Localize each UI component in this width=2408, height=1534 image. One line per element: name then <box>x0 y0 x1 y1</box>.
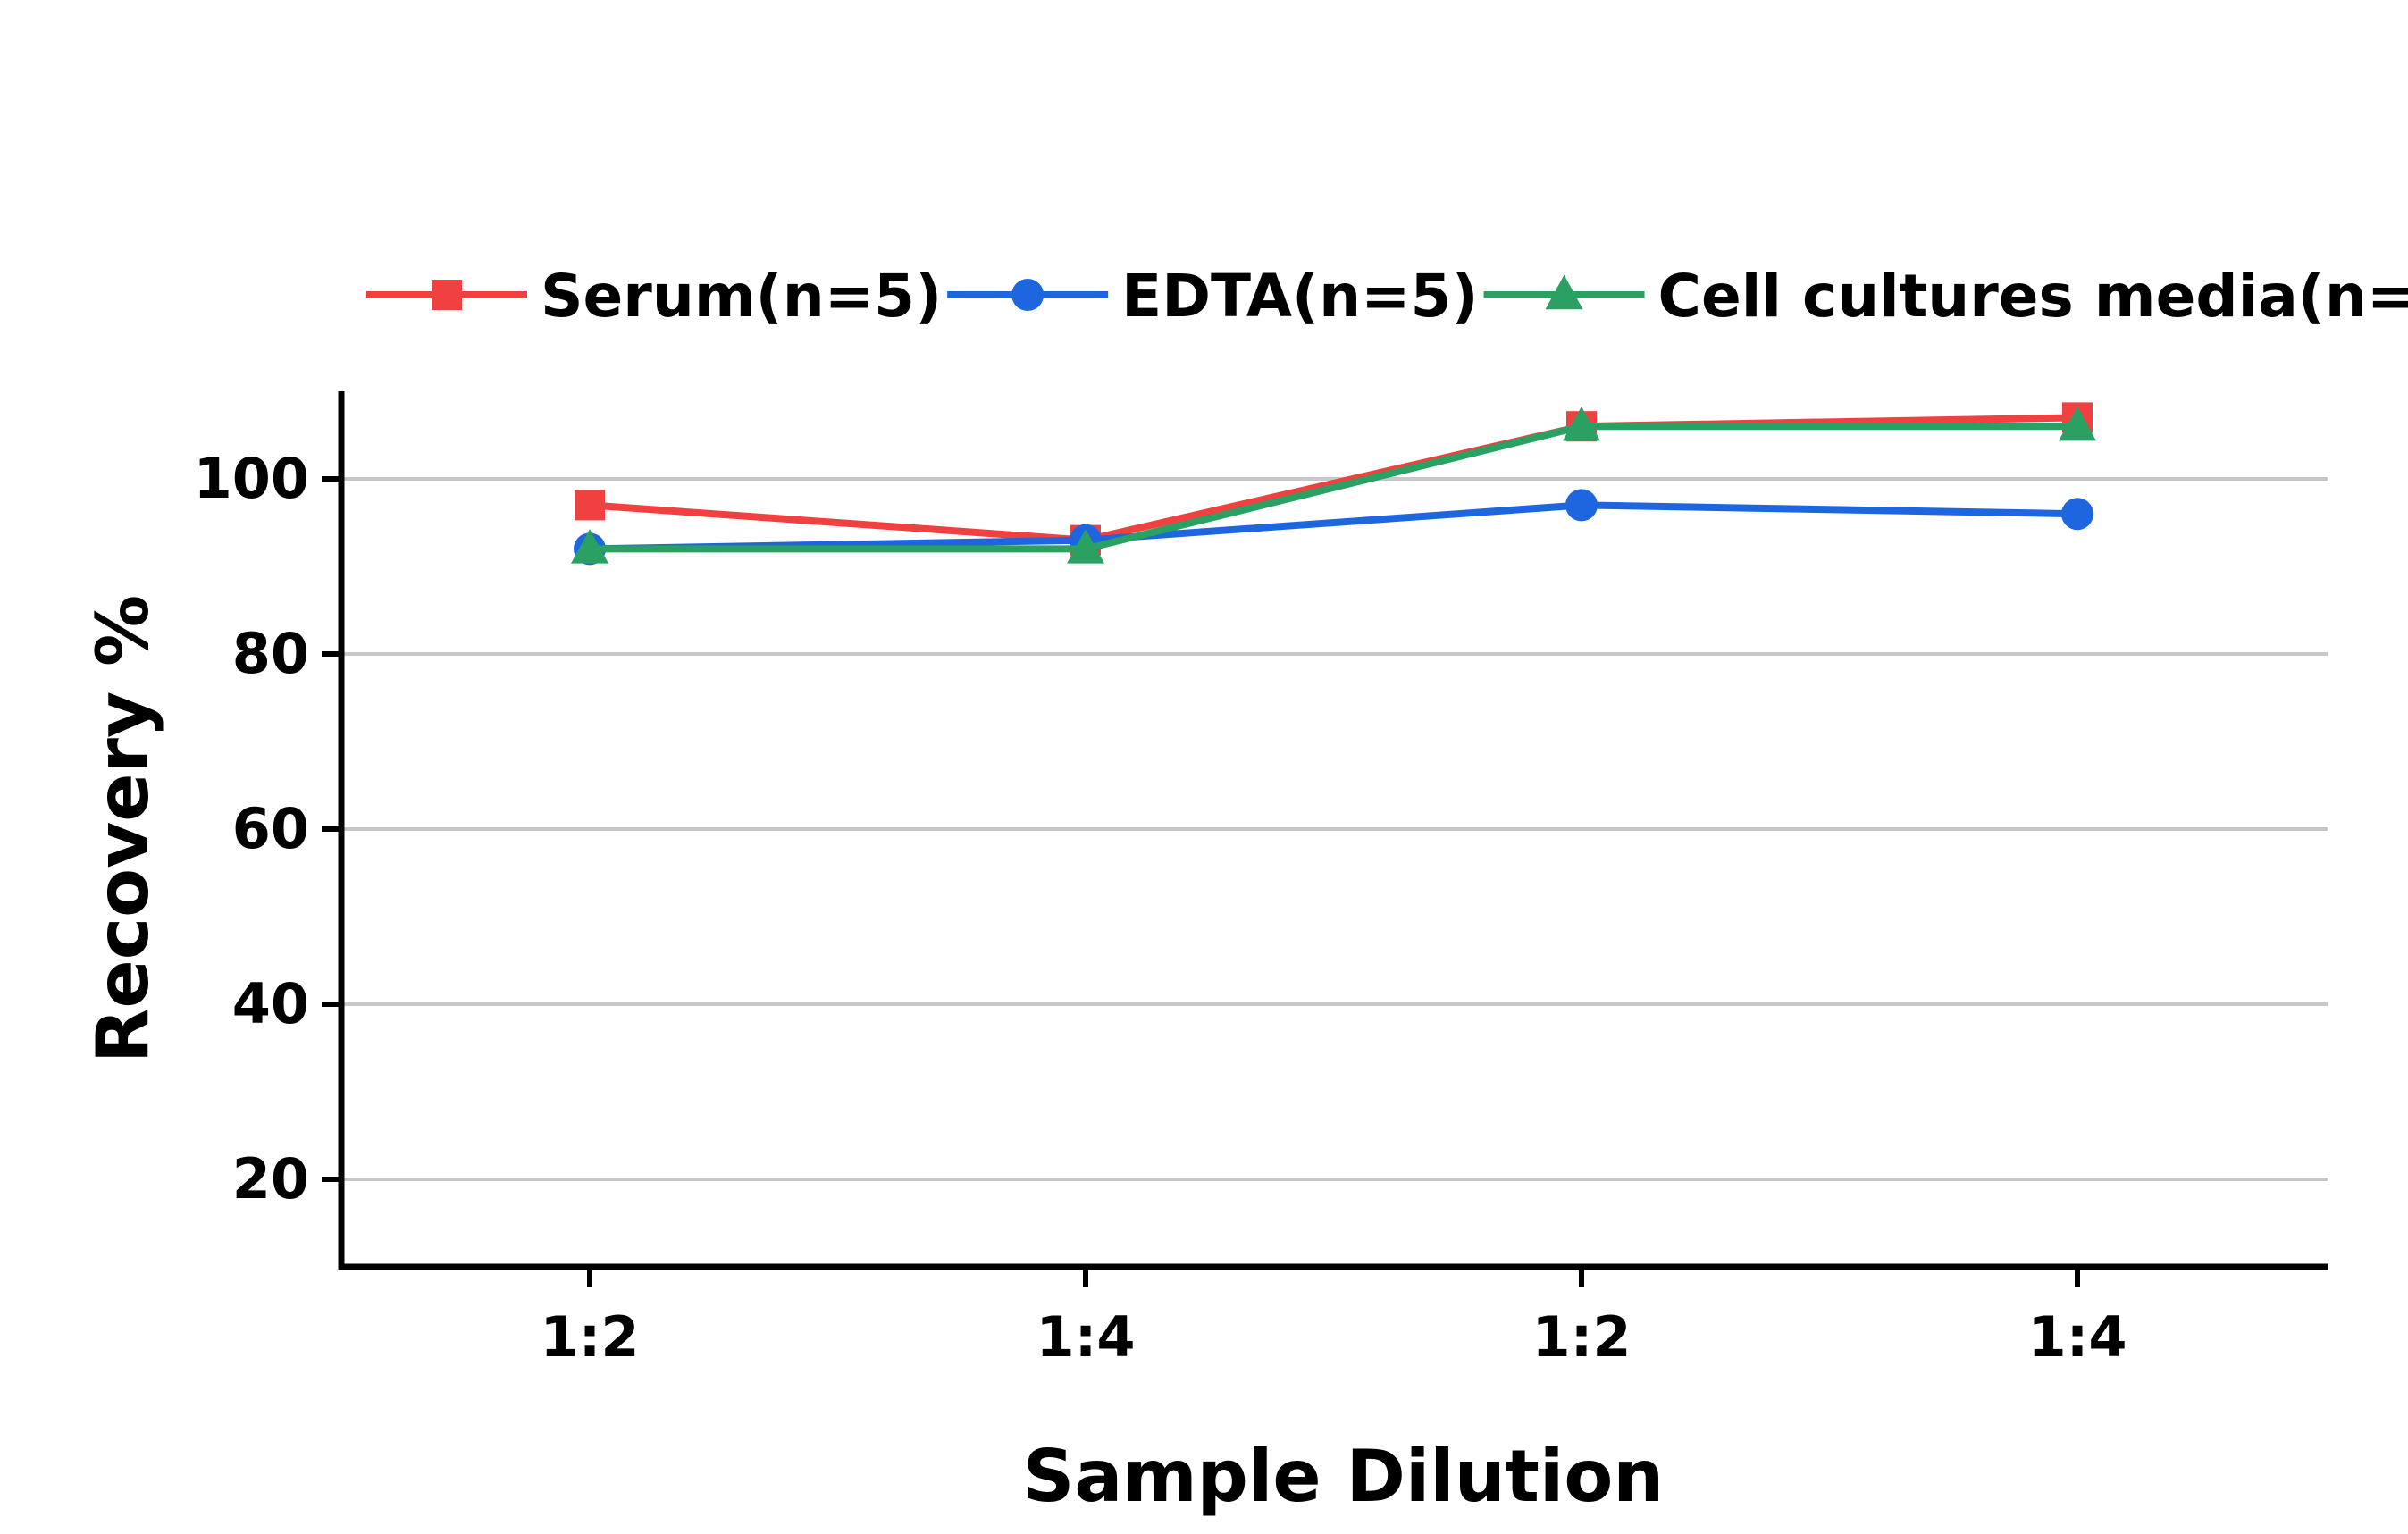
data-point <box>1563 406 1600 441</box>
data-point <box>2059 406 2096 441</box>
legend-item-2: Cell cultures media(n=5) <box>1483 262 2408 331</box>
x-tick-label: 1:4 <box>1036 1304 1135 1370</box>
axes: 20 40 60 80 100 1:2 1:4 1:2 1:4 <box>194 391 2328 1370</box>
y-tick-label: 60 <box>232 796 309 861</box>
legend-label: Cell cultures media(n=5) <box>1658 262 2408 331</box>
legend-marker <box>432 280 462 310</box>
series-1 <box>574 489 2093 566</box>
data-point <box>1067 529 1104 564</box>
legend-label: EDTA(n=5) <box>1121 262 1478 331</box>
x-tick-label: 1:2 <box>1531 1304 1631 1370</box>
y-tick-label: 100 <box>194 446 309 511</box>
data-point <box>575 490 605 521</box>
legend-label: Serum(n=5) <box>541 262 942 331</box>
x-tick-label: 1:2 <box>540 1304 639 1370</box>
series-group <box>571 402 2096 566</box>
x-tick-label: 1:4 <box>2027 1304 2127 1370</box>
series-line <box>589 501 2078 553</box>
legend-item-0: Serum(n=5) <box>366 262 942 331</box>
data-point <box>2061 498 2093 531</box>
legend: Serum(n=5) EDTA(n=5) Cell cultures media(n… <box>366 262 2408 331</box>
data-point <box>571 529 608 564</box>
y-axis-title: Recovery % <box>81 595 164 1063</box>
y-tick-label: 40 <box>232 971 309 1036</box>
legend-marker <box>1011 279 1045 311</box>
y-tick-label: 20 <box>232 1146 309 1211</box>
legend-item-1: EDTA(n=5) <box>947 262 1479 331</box>
legend-marker <box>1545 274 1583 310</box>
series-line <box>589 414 2078 544</box>
x-axis-title: Sample Dilution <box>1023 1435 1665 1518</box>
series-2 <box>571 406 2096 564</box>
gridlines <box>341 477 2328 1181</box>
series-line <box>590 423 2077 553</box>
y-tick-label: 80 <box>232 621 309 686</box>
data-point <box>1565 489 1598 522</box>
